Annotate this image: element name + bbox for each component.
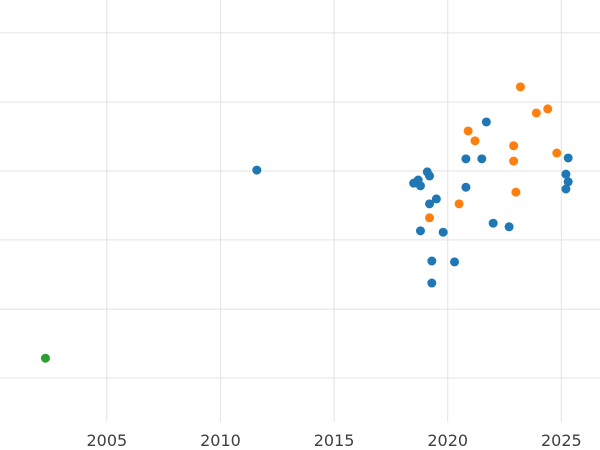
data-point-series-blue xyxy=(561,184,571,194)
data-point-series-blue xyxy=(427,256,437,266)
data-point-series-blue xyxy=(415,226,425,236)
data-point-series-orange xyxy=(454,199,464,209)
data-point-series-orange xyxy=(463,126,473,136)
data-point-series-orange xyxy=(552,148,562,158)
data-point-series-orange xyxy=(509,141,519,151)
data-point-series-green xyxy=(40,353,50,363)
data-point-series-blue xyxy=(563,177,573,187)
data-point-series-blue xyxy=(504,222,514,232)
data-point-series-orange xyxy=(425,213,435,223)
data-point-series-orange xyxy=(509,156,519,166)
data-point-series-blue xyxy=(563,153,573,163)
data-point-series-blue xyxy=(252,165,262,175)
data-point-series-blue xyxy=(461,182,471,192)
data-point-series-orange xyxy=(515,82,525,92)
x-tick-label: 2025 xyxy=(541,431,582,450)
data-point-series-blue xyxy=(561,169,571,179)
data-point-series-orange xyxy=(543,104,553,114)
data-point-series-orange xyxy=(511,187,521,197)
x-tick-label: 2010 xyxy=(200,431,241,450)
data-point-series-blue xyxy=(415,181,425,191)
data-point-series-orange xyxy=(531,108,541,118)
data-point-series-blue xyxy=(488,218,498,228)
x-tick-label: 2005 xyxy=(86,431,127,450)
data-point-series-blue xyxy=(431,194,441,204)
data-point-series-blue xyxy=(450,257,460,267)
data-point-series-blue xyxy=(481,117,491,127)
data-point-series-blue xyxy=(427,278,437,288)
data-point-series-blue xyxy=(425,171,435,181)
data-point-series-blue xyxy=(461,154,471,164)
data-point-series-blue xyxy=(438,227,448,237)
data-point-series-blue xyxy=(477,154,487,164)
data-point-series-blue xyxy=(425,199,435,209)
x-tick-label: 2015 xyxy=(314,431,355,450)
data-point-series-orange xyxy=(470,136,480,146)
x-tick-label: 2020 xyxy=(427,431,468,450)
